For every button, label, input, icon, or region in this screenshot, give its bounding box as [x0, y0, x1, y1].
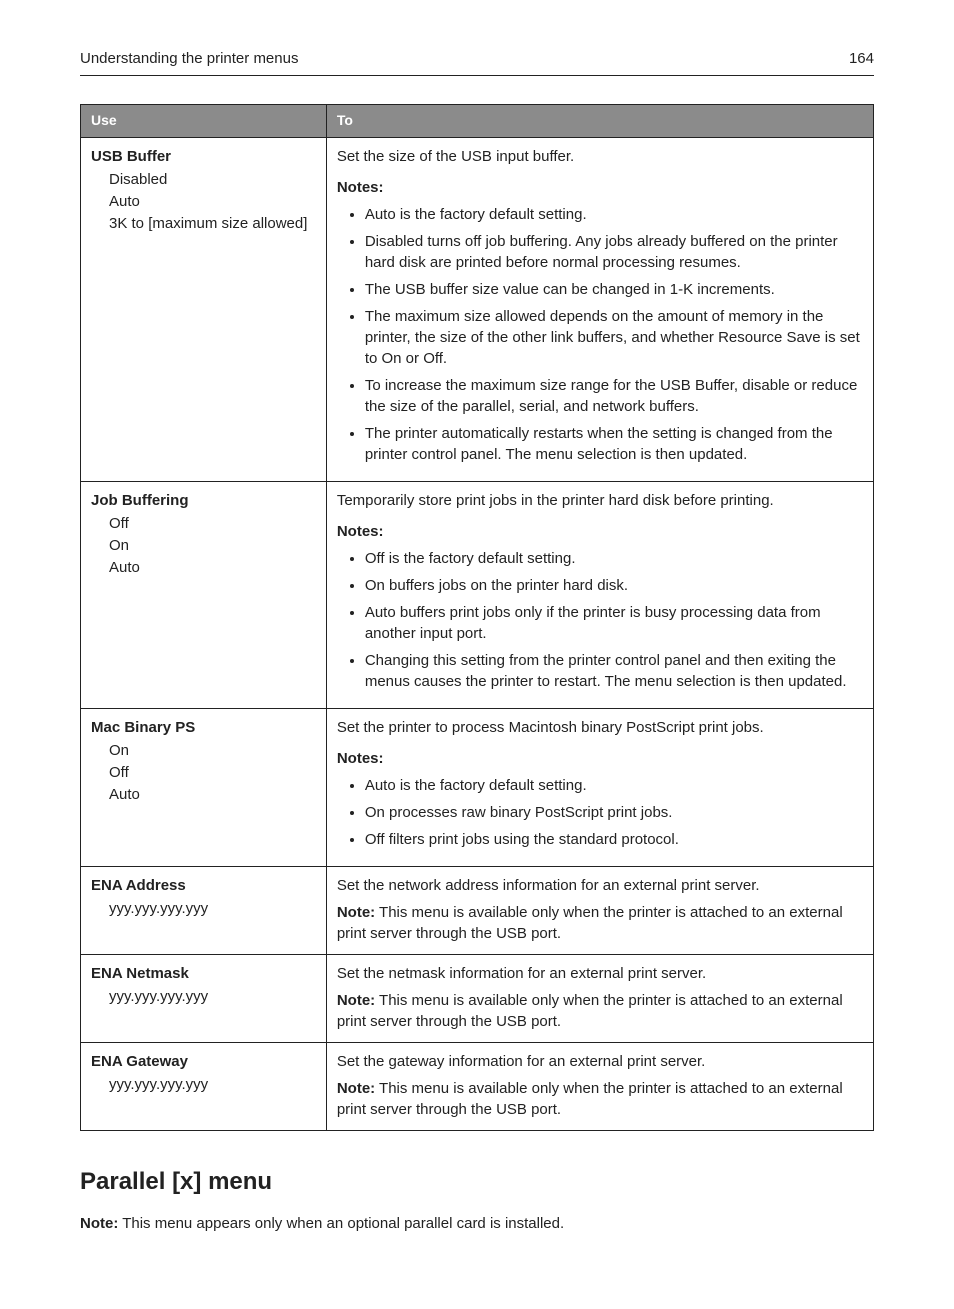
- section-heading: Parallel [x] menu: [80, 1165, 874, 1199]
- note-item: The USB buffer size value can be changed…: [365, 279, 863, 300]
- row-option: Off: [109, 513, 316, 534]
- row-options: OffOnAuto: [109, 513, 316, 578]
- row-option: Auto: [109, 557, 316, 578]
- row-title: ENA Gateway: [91, 1051, 316, 1072]
- row-option: Disabled: [109, 169, 316, 190]
- inline-note: Note: This menu is available only when t…: [337, 902, 863, 944]
- notes-list: Auto is the factory default setting. On p…: [337, 775, 863, 850]
- use-cell: Job BufferingOffOnAuto: [81, 481, 327, 708]
- notes-label: Notes:: [337, 748, 863, 769]
- note-item: Disabled turns off job buffering. Any jo…: [365, 231, 863, 273]
- row-options: yyy.yyy.yyy.yyy: [109, 1074, 316, 1095]
- inline-note-label: Note:: [337, 1080, 375, 1097]
- to-cell: Set the printer to process Macintosh bin…: [326, 708, 873, 866]
- use-cell: ENA Addressyyy.yyy.yyy.yyy: [81, 866, 327, 954]
- col-use: Use: [81, 105, 327, 138]
- row-options: yyy.yyy.yyy.yyy: [109, 898, 316, 919]
- notes-list: Off is the factory default setting. On bu…: [337, 548, 863, 692]
- row-options: DisabledAuto3K to [maximum size allowed]: [109, 169, 316, 234]
- row-option: Off: [109, 762, 316, 783]
- use-cell: USB BufferDisabledAuto3K to [maximum siz…: [81, 137, 327, 481]
- to-cell: Set the netmask information for an exter…: [326, 954, 873, 1042]
- row-title: ENA Netmask: [91, 963, 316, 984]
- row-desc: Set the printer to process Macintosh bin…: [337, 717, 863, 738]
- table-row: Mac Binary PSOnOffAuto Set the printer to…: [81, 708, 874, 866]
- to-cell: Set the network address information for …: [326, 866, 873, 954]
- to-cell: Temporarily store print jobs in the prin…: [326, 481, 873, 708]
- notes-list: Auto is the factory default setting. Disa…: [337, 204, 863, 465]
- use-cell: ENA Gatewayyyy.yyy.yyy.yyy: [81, 1042, 327, 1130]
- row-option: Auto: [109, 191, 316, 212]
- note-item: Auto buffers print jobs only if the prin…: [365, 602, 863, 644]
- note-item: Auto is the factory default setting.: [365, 775, 863, 796]
- row-option: yyy.yyy.yyy.yyy: [109, 1074, 316, 1095]
- row-title: ENA Address: [91, 875, 316, 896]
- note-item: Off is the factory default setting.: [365, 548, 863, 569]
- to-cell: Set the size of the USB input buffer. Not…: [326, 137, 873, 481]
- row-desc: Set the gateway information for an exter…: [337, 1051, 863, 1072]
- to-cell: Set the gateway information for an exter…: [326, 1042, 873, 1130]
- row-title: Job Buffering: [91, 490, 316, 511]
- note-item: Changing this setting from the printer c…: [365, 650, 863, 692]
- inline-note: Note: This menu is available only when t…: [337, 990, 863, 1032]
- table-row: USB BufferDisabledAuto3K to [maximum siz…: [81, 137, 874, 481]
- menu-table: Use To USB BufferDisabledAuto3K to [maxi…: [80, 104, 874, 1131]
- row-title: Mac Binary PS: [91, 717, 316, 738]
- notes-label: Notes:: [337, 521, 863, 542]
- row-options: OnOffAuto: [109, 740, 316, 805]
- inline-note-label: Note:: [337, 992, 375, 1009]
- header-title: Understanding the printer menus: [80, 48, 298, 69]
- row-options: yyy.yyy.yyy.yyy: [109, 986, 316, 1007]
- row-option: 3K to [maximum size allowed]: [109, 213, 316, 234]
- table-row: Job BufferingOffOnAuto Temporarily store …: [81, 481, 874, 708]
- col-to: To: [326, 105, 873, 138]
- inline-note: Note: This menu is available only when t…: [337, 1078, 863, 1120]
- page-header: Understanding the printer menus 164: [80, 48, 874, 76]
- inline-note-text: This menu is available only when the pri…: [337, 992, 843, 1030]
- table-row: ENA Netmaskyyy.yyy.yyy.yyy Set the netmas…: [81, 954, 874, 1042]
- row-desc: Set the netmask information for an exter…: [337, 963, 863, 984]
- row-desc: Set the size of the USB input buffer.: [337, 146, 863, 167]
- note-item: To increase the maximum size range for t…: [365, 375, 863, 417]
- note-item: The maximum size allowed depends on the …: [365, 306, 863, 369]
- row-desc: Temporarily store print jobs in the prin…: [337, 490, 863, 511]
- row-option: yyy.yyy.yyy.yyy: [109, 986, 316, 1007]
- table-row: ENA Addressyyy.yyy.yyy.yyy Set the networ…: [81, 866, 874, 954]
- notes-label: Notes:: [337, 177, 863, 198]
- row-option: Auto: [109, 784, 316, 805]
- page-number: 164: [849, 48, 874, 69]
- inline-note-label: Note:: [337, 904, 375, 921]
- note-item: The printer automatically restarts when …: [365, 423, 863, 465]
- section-note-label: Note:: [80, 1215, 118, 1232]
- row-desc: Set the network address information for …: [337, 875, 863, 896]
- inline-note-text: This menu is available only when the pri…: [337, 904, 843, 942]
- row-option: On: [109, 535, 316, 556]
- table-row: ENA Gatewayyyy.yyy.yyy.yyy Set the gatewa…: [81, 1042, 874, 1130]
- row-option: On: [109, 740, 316, 761]
- row-option: yyy.yyy.yyy.yyy: [109, 898, 316, 919]
- note-item: On processes raw binary PostScript print…: [365, 802, 863, 823]
- use-cell: ENA Netmaskyyy.yyy.yyy.yyy: [81, 954, 327, 1042]
- section-note-text: This menu appears only when an optional …: [118, 1215, 564, 1232]
- note-item: Off filters print jobs using the standar…: [365, 829, 863, 850]
- section-note: Note: This menu appears only when an opt…: [80, 1213, 874, 1234]
- inline-note-text: This menu is available only when the pri…: [337, 1080, 843, 1118]
- note-item: Auto is the factory default setting.: [365, 204, 863, 225]
- note-item: On buffers jobs on the printer hard disk…: [365, 575, 863, 596]
- use-cell: Mac Binary PSOnOffAuto: [81, 708, 327, 866]
- row-title: USB Buffer: [91, 146, 316, 167]
